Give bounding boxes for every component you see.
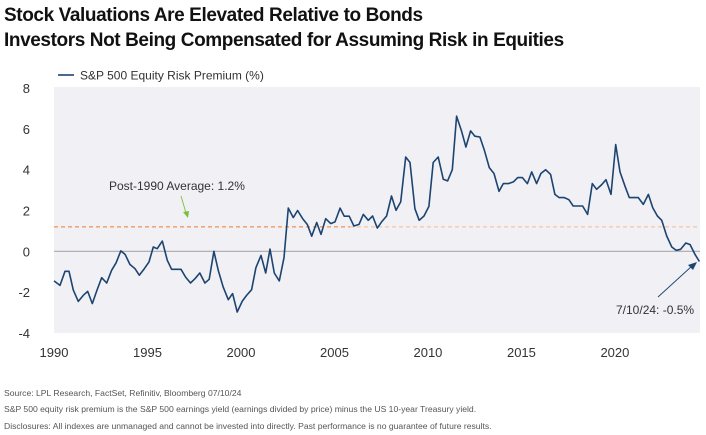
x-tick-label: 2020 [600,345,629,360]
x-tick-label: 2010 [413,345,442,360]
y-tick-label: -4 [18,326,30,341]
series-line-equity-risk-premium [53,115,701,313]
y-tick-label: 2 [23,204,30,219]
x-tick-label: 2005 [320,345,349,360]
y-tick-label: 8 [23,81,30,96]
latest-value-annotation: 7/10/24: -0.5% [616,303,694,317]
x-tick-label: 1990 [40,345,69,360]
x-tick-label: 2000 [227,345,256,360]
y-tick-label: 6 [23,122,30,137]
disclosures-note: Disclosures: All indexes are unmanaged a… [4,421,492,431]
arrow-icon [657,262,697,298]
source-note: Source: LPL Research, FactSet, Refinitiv… [4,388,242,398]
definition-note: S&P 500 equity risk premium is the S&P 5… [4,404,477,414]
x-tick-label: 1995 [133,345,162,360]
y-tick-label: 4 [23,163,30,178]
y-tick-label: -2 [18,285,30,300]
arrow-icon [180,195,189,218]
y-tick-label: 0 [23,244,30,259]
chart-title: Stock Valuations Are Elevated Relative t… [4,5,423,26]
average-annotation: Post-1990 Average: 1.2% [109,179,245,193]
legend-label: S&P 500 Equity Risk Premium (%) [80,69,264,83]
x-tick-label: 2015 [507,345,536,360]
plot-area [54,87,700,333]
chart-subtitle: Investors Not Being Compensated for Assu… [4,30,564,51]
